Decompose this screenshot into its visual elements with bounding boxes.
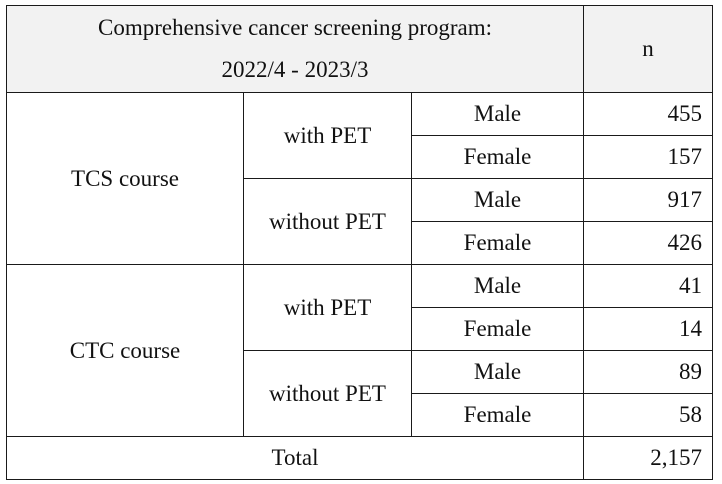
sex-label: Male: [410, 264, 585, 308]
course-label: CTC course: [6, 264, 244, 437]
pet-label: without PET: [243, 350, 412, 437]
sex-label: Male: [410, 350, 585, 394]
count-cell: 41: [583, 264, 714, 308]
table-row: Female 14: [7, 307, 714, 351]
table-row: Female 157: [7, 135, 714, 179]
title-line-1: Comprehensive cancer screening program:: [97, 15, 493, 40]
course-label: TCS course: [6, 92, 244, 265]
total-count: 2,157: [583, 436, 714, 480]
table-title: Comprehensive cancer screening program: …: [5, 5, 585, 93]
count-cell: 58: [583, 393, 714, 437]
count-cell: 157: [583, 135, 714, 179]
sex-label: Female: [410, 221, 585, 265]
sex-label: Male: [410, 92, 585, 136]
total-label: Total: [5, 436, 585, 480]
count-cell: 917: [583, 178, 714, 222]
sex-label: Female: [410, 135, 585, 179]
sex-label: Female: [410, 307, 585, 351]
header-row: Comprehensive cancer screening program: …: [5, 5, 714, 93]
screening-table: Comprehensive cancer screening program: …: [5, 5, 714, 480]
sex-label: Female: [410, 393, 585, 437]
count-cell: 455: [583, 92, 714, 136]
table-row: CTC course with PET Male 41: [6, 264, 714, 437]
count-cell: 89: [583, 350, 714, 394]
pet-label: without PET: [243, 178, 412, 265]
count-cell: 426: [583, 221, 714, 265]
title-line-2: 2022/4 - 2023/3: [221, 57, 369, 82]
total-row: Total 2,157: [5, 436, 714, 480]
count-cell: 14: [583, 307, 714, 351]
table-row: without PET Male 89: [7, 350, 714, 437]
table-row: Female 58: [7, 393, 714, 437]
pet-label: with PET: [243, 92, 412, 179]
n-column-header: n: [583, 5, 714, 93]
table-row: TCS course with PET Male 455: [6, 92, 714, 265]
sex-label: Male: [410, 178, 585, 222]
pet-label: with PET: [243, 264, 412, 351]
